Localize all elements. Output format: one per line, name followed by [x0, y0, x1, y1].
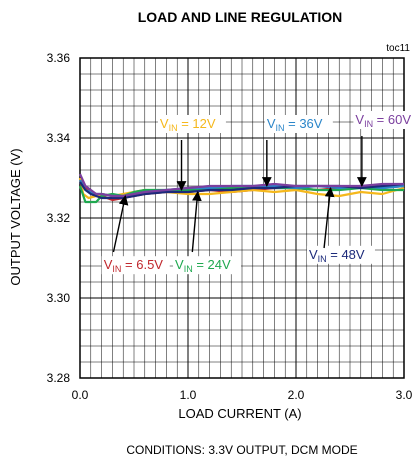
y-tick-label: 3.30 — [47, 291, 71, 305]
annotation-backdrop — [101, 256, 170, 275]
y-tick-label: 3.28 — [47, 371, 71, 385]
x-tick-label: 3.0 — [396, 388, 413, 402]
x-tick-label: 1.0 — [180, 388, 197, 402]
series-label: VIN = 60V — [355, 112, 411, 129]
series-annotation-2: VIN = 24V — [173, 191, 242, 275]
y-tick-label: 3.34 — [47, 131, 71, 145]
series-annotation-4: VIN = 48V — [306, 187, 375, 264]
figure-id: toc11 — [386, 43, 410, 54]
series-label: VIN = 24V — [175, 257, 231, 274]
annotation-arrow — [112, 195, 129, 253]
y-tick-label: 3.32 — [47, 211, 71, 225]
series-annotation-0: VIN = 6.5V — [101, 195, 170, 275]
series-annotation-1: VIN = 12V — [157, 115, 226, 191]
annotation-backdrop — [173, 256, 242, 275]
series-label: VIN = 48V — [309, 247, 365, 264]
y-tick-label: 3.36 — [47, 51, 71, 65]
chart-title: LOAD AND LINE REGULATION — [138, 9, 343, 25]
annotation-arrow — [191, 191, 202, 253]
x-axis-label: LOAD CURRENT (A) — [178, 406, 301, 421]
y-axis-label: OUTPUT VOLTAGE (V) — [8, 148, 23, 285]
x-tick-label: 2.0 — [288, 388, 305, 402]
series-label: VIN = 12V — [160, 116, 216, 133]
annotation-backdrop — [264, 115, 333, 133]
series-annotation-5: VIN = 60V — [353, 111, 418, 187]
annotation-arrow — [323, 187, 335, 249]
annotation-backdrop — [157, 115, 226, 133]
grid-layer — [79, 57, 405, 379]
series-line-5 — [78, 173, 404, 198]
plot-frame — [79, 57, 405, 379]
annotation-backdrop — [353, 111, 418, 129]
series-label: VIN = 36V — [267, 116, 323, 133]
chart-footnote: CONDITIONS: 3.3V OUTPUT, DCM MODE — [126, 443, 357, 457]
series-annotation-3: VIN = 36V — [261, 115, 333, 187]
x-tick-label: 0.0 — [72, 388, 89, 402]
annotation-layer: VIN = 12V VIN = 36V VIN = 60V VIN = 6.5V VIN… — [101, 111, 418, 275]
series-label: VIN = 6.5V — [104, 257, 164, 274]
tick-labels: 0.0 1.0 2.0 3.0 3.28 3.30 3.32 3.34 3.36 — [47, 51, 413, 402]
annotation-backdrop — [306, 245, 375, 264]
